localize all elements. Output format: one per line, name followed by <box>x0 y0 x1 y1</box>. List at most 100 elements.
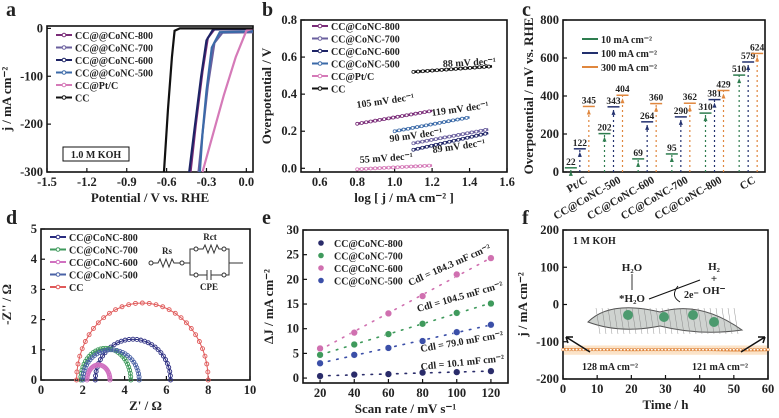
tafel-point <box>391 115 396 120</box>
legend-label: CC@CoNC-600 <box>69 258 138 269</box>
tafel-point <box>474 129 479 134</box>
stability-point <box>588 347 592 352</box>
graphene-lattice <box>613 307 619 335</box>
tafel-point <box>416 69 420 74</box>
legend-marker <box>318 240 324 246</box>
nyquist-point <box>188 326 194 331</box>
stability-point <box>595 347 599 352</box>
cdl-point <box>418 368 427 377</box>
arrow-up-icon <box>568 170 573 176</box>
y-axis-label: -Z'' / Ω <box>0 284 14 325</box>
cdl-point <box>316 359 324 367</box>
y-tick-label: 15 <box>287 297 300 311</box>
tafel-point <box>451 133 456 138</box>
graphene-lattice <box>733 307 739 335</box>
y-tick-label: 0.6 <box>281 50 297 64</box>
cdl-point <box>384 309 393 318</box>
nyquist-point <box>97 357 103 363</box>
circuit-node <box>221 272 227 278</box>
y-tick-label: -100 <box>536 335 559 349</box>
tafel-point <box>483 128 488 132</box>
cdl-point <box>418 292 427 300</box>
tafel-point <box>446 119 451 124</box>
tafel-point <box>453 66 458 71</box>
legend-label: CC@@CoNC-700 <box>75 44 153 55</box>
adsorbed-h2o-label: *H₂O <box>619 293 645 305</box>
nyquist-point <box>107 377 113 383</box>
tafel-slope-label: 89 mV dec⁻¹ <box>432 138 486 156</box>
panel-label: d <box>6 207 17 229</box>
y-tick-label: -200 <box>536 372 559 386</box>
x-tick-label: 120 <box>482 386 501 400</box>
legend-marker <box>55 234 61 240</box>
stability-point <box>735 347 739 352</box>
tafel-point <box>368 166 373 171</box>
nyquist-point <box>107 375 113 381</box>
stability-point <box>619 347 623 352</box>
tafel-point <box>401 127 406 132</box>
x-tick-label: 0 <box>560 382 566 396</box>
stability-point <box>605 347 610 352</box>
nyquist-point <box>168 377 174 383</box>
cdl-point <box>418 337 427 345</box>
tafel-point <box>449 67 454 72</box>
y-tick-label: 400 <box>540 89 559 103</box>
nyquist-point <box>153 302 159 308</box>
arrow-up-icon <box>678 119 683 125</box>
x-tick-label: 1.2 <box>424 175 440 189</box>
nyquist-point <box>74 369 80 375</box>
rs-label: Rs <box>162 246 172 256</box>
overpotential-value-label: 429 <box>716 80 731 90</box>
y-tick-label: 0 <box>553 165 559 179</box>
tafel-slope-label: 55 mV dec⁻¹ <box>359 151 413 166</box>
nyquist-point <box>166 307 172 313</box>
y-tick-label: 5 <box>31 222 37 236</box>
nyquist-point <box>90 326 96 331</box>
x-axis-label: Z' / Ω <box>129 398 162 413</box>
circuit-wire <box>226 248 230 276</box>
legend-label: CC@CoNC-800 <box>331 22 400 33</box>
tafel-point <box>437 120 442 125</box>
nyquist-point <box>120 349 125 355</box>
x-tick-label: -1.2 <box>77 175 97 189</box>
legend-label: 10 mA cm⁻² <box>601 35 652 46</box>
nyquist-point <box>178 315 184 321</box>
nyquist-point <box>126 364 132 370</box>
cdl-point <box>453 309 461 317</box>
x-tick-label: 40 <box>348 386 361 400</box>
stability-point <box>677 347 681 352</box>
nyquist-point <box>119 304 125 310</box>
nyquist-point <box>108 347 114 353</box>
tafel-point <box>438 136 443 141</box>
tafel-point <box>420 69 425 74</box>
graphene-lattice <box>685 307 691 335</box>
tafel-point <box>460 136 465 141</box>
legend-marker <box>61 32 67 38</box>
tafel-point <box>420 145 425 150</box>
tafel-point <box>415 140 420 145</box>
stability-point <box>687 347 692 352</box>
stability-point <box>762 347 767 352</box>
cdl-point <box>350 351 358 359</box>
y-tick-label: 0.8 <box>281 13 297 27</box>
arrow-up-icon <box>611 109 616 115</box>
nyquist-point <box>136 374 142 380</box>
x-tick-label: 50 <box>728 382 741 396</box>
stability-point <box>633 347 637 352</box>
panel-e-cdl: e 20 40 60 80 100 120 0 5 10 15 20 25 30 Scan rate / m… <box>261 207 509 416</box>
tafel-point <box>411 141 416 146</box>
nyquist-point <box>94 351 100 357</box>
x-tick-label: 10 <box>591 382 604 396</box>
nyquist-point <box>80 374 86 380</box>
stability-point <box>650 347 654 352</box>
tafel-point <box>395 165 400 170</box>
stability-point <box>602 347 606 352</box>
x-axis-label: Scan rate / mV s⁻¹ <box>355 401 457 416</box>
tafel-point <box>451 118 455 123</box>
overpotential-value-label: 343 <box>606 97 621 107</box>
nyquist-point <box>160 304 166 310</box>
y-tick-label: 0.2 <box>281 124 297 138</box>
nyquist-point <box>111 342 117 348</box>
stability-point <box>612 347 616 352</box>
